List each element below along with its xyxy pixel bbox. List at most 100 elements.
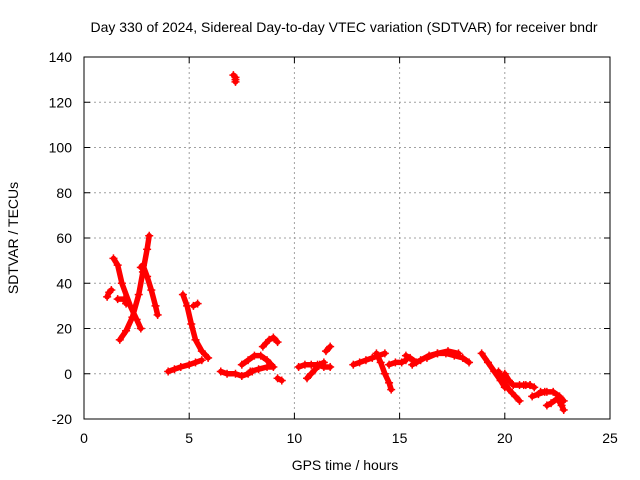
data-point <box>311 365 320 374</box>
data-point <box>193 299 202 308</box>
series-arc-25 <box>494 367 524 405</box>
data-series <box>103 71 568 414</box>
data-point <box>433 349 442 358</box>
series-line <box>260 334 281 350</box>
data-point <box>216 367 225 376</box>
data-point <box>189 301 198 310</box>
data-point <box>128 313 137 322</box>
data-point <box>204 353 213 362</box>
data-point <box>528 392 537 401</box>
data-point <box>115 335 124 344</box>
data-point <box>553 394 562 403</box>
data-point <box>505 385 514 394</box>
data-point <box>191 358 200 367</box>
data-point <box>258 342 267 351</box>
series-arc-1 <box>103 286 116 301</box>
data-point <box>138 261 147 270</box>
chart-title: Day 330 of 2024, Sidereal Day-to-day VTE… <box>90 19 597 35</box>
data-point <box>119 295 128 304</box>
grid <box>84 57 610 419</box>
data-point <box>443 347 452 356</box>
series-arc-30 <box>542 394 568 414</box>
data-point <box>526 381 535 390</box>
data-point <box>505 376 514 385</box>
axis-ticks <box>83 56 611 420</box>
data-point <box>385 378 394 387</box>
data-point <box>273 338 282 347</box>
series-arc-6 <box>164 356 206 376</box>
data-point <box>372 349 381 358</box>
y-tick-label: 0 <box>64 366 72 382</box>
data-point <box>223 369 232 378</box>
data-point <box>355 358 364 367</box>
data-point <box>176 362 185 371</box>
data-point <box>294 362 303 371</box>
data-point <box>326 342 335 351</box>
data-point <box>178 290 187 299</box>
data-point <box>549 387 558 396</box>
data-point <box>385 360 394 369</box>
data-point <box>307 369 316 378</box>
data-point <box>103 292 112 301</box>
data-point <box>113 261 122 270</box>
y-tick-label: 60 <box>56 230 72 246</box>
data-point <box>477 349 486 358</box>
data-point <box>237 360 246 369</box>
data-point <box>197 347 206 356</box>
data-point <box>197 356 206 365</box>
series-arc-16 <box>303 358 328 383</box>
data-point <box>269 362 278 371</box>
y-tick-label: 20 <box>56 321 72 337</box>
data-point <box>122 299 131 308</box>
data-point <box>401 351 410 360</box>
x-tick-label: 10 <box>287 430 303 446</box>
data-point <box>557 401 566 410</box>
data-point <box>237 372 246 381</box>
data-point <box>483 358 492 367</box>
data-point <box>246 367 255 376</box>
data-point <box>187 319 196 328</box>
data-point <box>559 405 568 414</box>
data-point <box>465 358 474 367</box>
data-point <box>164 367 173 376</box>
data-point <box>380 349 389 358</box>
data-point <box>143 272 152 281</box>
data-point <box>109 254 118 263</box>
data-point <box>494 367 503 376</box>
series-arc-12 <box>246 362 278 376</box>
plot-frame <box>83 56 611 420</box>
y-tick-label: -20 <box>52 411 72 427</box>
series-arc-19 <box>372 349 396 394</box>
data-point <box>458 353 467 362</box>
data-point <box>416 356 425 365</box>
data-point <box>117 279 126 288</box>
data-point <box>145 231 154 240</box>
series-arc-5 <box>136 261 162 319</box>
series-arc-27 <box>519 381 539 392</box>
data-point <box>315 360 324 369</box>
data-point <box>231 369 240 378</box>
data-point <box>151 301 160 310</box>
series-arc-14 <box>273 374 286 385</box>
series-arc-15 <box>294 360 335 371</box>
data-point <box>273 374 282 383</box>
data-point <box>547 399 556 408</box>
series-arc-8 <box>189 299 202 310</box>
data-point <box>387 385 396 394</box>
data-point <box>147 286 156 295</box>
data-point <box>422 353 431 362</box>
data-point <box>454 349 463 358</box>
data-point <box>277 376 286 385</box>
data-point <box>319 358 328 367</box>
data-point <box>107 286 116 295</box>
data-point <box>185 360 194 369</box>
series-arc-17 <box>321 342 335 356</box>
data-point <box>136 324 145 333</box>
y-axis-title: SDTVAR / TECUs <box>5 182 21 294</box>
data-point <box>326 362 335 371</box>
data-point <box>122 326 131 335</box>
data-point <box>542 401 551 410</box>
data-point <box>231 77 240 86</box>
y-tick-label: 40 <box>56 275 72 291</box>
